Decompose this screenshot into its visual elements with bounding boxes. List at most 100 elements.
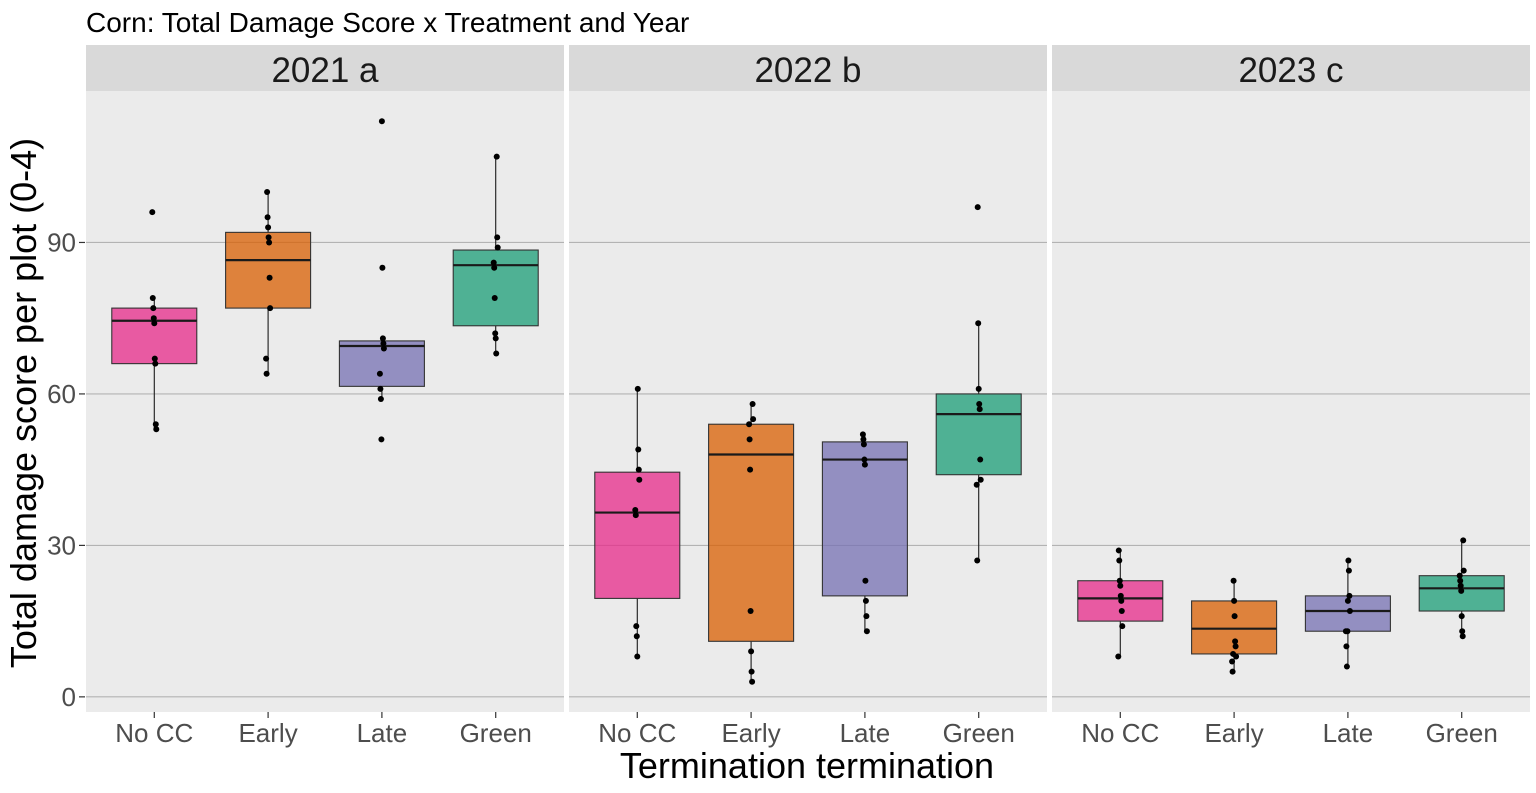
x-tick-label: Early: [1204, 718, 1263, 748]
box-late: Late: [338, 118, 425, 748]
data-point: [1457, 577, 1464, 584]
data-point: [153, 426, 160, 433]
data-point: [634, 385, 641, 392]
box-green: Green: [935, 204, 1022, 748]
data-point: [493, 153, 500, 160]
data-point: [1230, 577, 1237, 584]
data-point: [150, 305, 157, 312]
x-tick-label: Green: [460, 718, 532, 748]
data-point: [1343, 643, 1350, 650]
y-tick-label: 0: [62, 682, 76, 712]
data-point: [749, 401, 756, 408]
box-no-cc: No CC: [594, 385, 681, 748]
data-point: [975, 320, 982, 327]
data-point: [749, 678, 756, 685]
data-point: [379, 335, 386, 342]
x-tick-label: Green: [1426, 718, 1498, 748]
facet-panel-1: 2021 a No CC Early Late Green: [86, 45, 564, 748]
data-point: [860, 441, 867, 448]
data-point: [377, 385, 384, 392]
data-point: [748, 668, 755, 675]
data-point: [862, 577, 869, 584]
data-point: [1231, 597, 1238, 604]
data-point: [1460, 567, 1467, 574]
y-tick-label: 90: [47, 227, 76, 257]
data-point: [377, 395, 384, 402]
x-tick-label: Late: [840, 718, 891, 748]
x-tick-label: Late: [357, 718, 408, 748]
data-point: [378, 118, 385, 125]
data-point: [632, 507, 639, 514]
data-point: [1458, 587, 1465, 594]
panel-background: [86, 91, 564, 712]
data-point: [746, 421, 753, 428]
data-point: [152, 421, 159, 428]
data-point: [491, 264, 498, 271]
data-point: [492, 330, 499, 337]
x-axis-title: Termination termination: [620, 745, 994, 786]
data-point: [1232, 643, 1239, 650]
data-point: [635, 466, 642, 473]
data-point: [1345, 567, 1352, 574]
data-point: [378, 436, 385, 443]
data-point: [492, 335, 499, 342]
box-late: Late: [1304, 557, 1391, 748]
x-tick-label: Early: [238, 718, 297, 748]
box-no-cc: No CC: [1077, 547, 1164, 748]
box-early: Early: [708, 401, 795, 748]
facet-strip-label: 2023 c: [1238, 51, 1343, 90]
box-no-cc: No CC: [111, 209, 198, 748]
x-tick-label: No CC: [115, 718, 193, 748]
data-point: [1458, 613, 1465, 620]
data-point: [633, 623, 640, 630]
box-body: [708, 423, 795, 642]
facet-strip: [1052, 45, 1530, 91]
data-point: [860, 436, 867, 443]
data-point: [974, 204, 981, 211]
data-point: [861, 461, 868, 468]
data-point: [973, 481, 980, 488]
data-point: [1456, 572, 1463, 579]
data-point: [863, 628, 870, 635]
data-point: [747, 466, 754, 473]
data-point: [266, 239, 273, 246]
box-early: Early: [225, 188, 312, 748]
data-point: [264, 214, 271, 221]
facet-strip-label: 2022 b: [754, 51, 861, 90]
data-point: [1119, 623, 1126, 630]
data-point: [1457, 582, 1464, 589]
data-point: [149, 295, 156, 301]
data-point: [380, 345, 387, 352]
data-point: [748, 648, 755, 655]
data-point: [491, 295, 498, 301]
data-point: [977, 476, 984, 483]
data-point: [1231, 613, 1238, 620]
y-tick-label: 60: [47, 379, 76, 409]
data-point: [151, 320, 158, 327]
data-point: [266, 274, 273, 281]
data-point: [750, 416, 757, 423]
box-late: Late: [821, 431, 908, 748]
data-point: [977, 456, 984, 463]
data-point: [1459, 628, 1466, 635]
facet-strip-label: 2021 a: [271, 51, 379, 90]
x-tick-label: No CC: [1081, 718, 1159, 748]
data-point: [1459, 633, 1466, 640]
facet-strip: [569, 45, 1047, 91]
data-point: [1344, 628, 1351, 635]
data-point: [151, 355, 158, 362]
x-tick-label: No CC: [598, 718, 676, 748]
data-point: [494, 234, 501, 241]
data-point: [1346, 592, 1353, 599]
data-point: [1343, 663, 1350, 670]
data-point: [265, 224, 272, 231]
data-point: [635, 446, 642, 453]
data-point: [1460, 537, 1467, 544]
y-tick-label: 30: [47, 530, 76, 560]
box-body: [594, 471, 681, 599]
data-point: [1116, 577, 1123, 584]
data-point: [1344, 597, 1351, 604]
data-point: [1118, 608, 1125, 615]
data-point: [494, 244, 501, 251]
data-point: [976, 401, 983, 408]
